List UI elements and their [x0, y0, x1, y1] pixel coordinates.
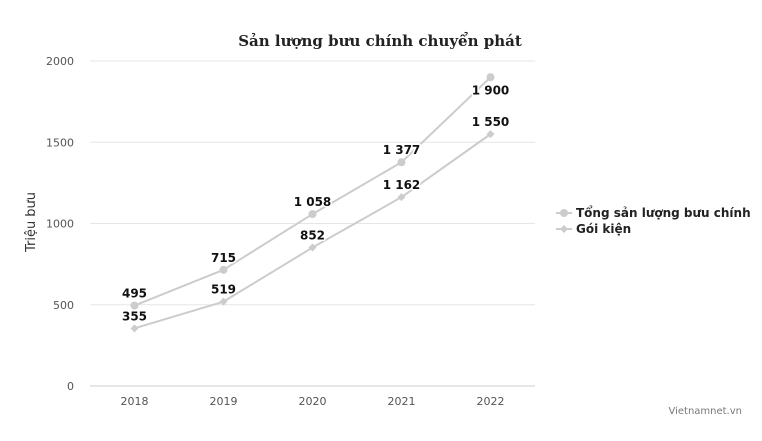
x-tick-label: 2021 [388, 395, 416, 408]
x-tick-label: 2022 [477, 395, 505, 408]
y-tick-label: 500 [53, 299, 74, 312]
legend-item-parcels[interactable]: Gói kiện [556, 222, 631, 236]
data-point[interactable] [486, 73, 495, 82]
y-tick-label: 1000 [46, 218, 74, 231]
data-point[interactable] [130, 324, 139, 333]
chart-title: Sản lượng bưu chính chuyển phát [238, 32, 522, 50]
data-labels: 495 715 1 058 1 377 1 900 355 519 852 1 162 1 550 [120, 82, 510, 325]
data-label: 852 [300, 229, 325, 243]
data-label: 1 900 [472, 83, 510, 97]
y-axis-label: Triệu bưu [24, 192, 39, 253]
legend-label-total: Tổng sản lượng bưu chính [576, 205, 751, 220]
y-tick-label: 1500 [46, 136, 74, 149]
data-label: 1 550 [472, 115, 510, 129]
series-line-1 [134, 76, 492, 307]
data-point[interactable] [397, 158, 406, 167]
x-tick-label: 2020 [299, 395, 327, 408]
data-point[interactable] [308, 243, 317, 252]
x-axis-ticks: 2018 2019 2020 2021 2022 [121, 395, 505, 408]
data-point[interactable] [219, 265, 228, 274]
data-label: 1 377 [383, 143, 421, 157]
data-label: 495 [122, 287, 147, 301]
data-point[interactable] [130, 301, 139, 310]
y-axis-ticks: 0 500 1000 1500 2000 [46, 55, 74, 393]
y-tick-label: 2000 [46, 55, 74, 68]
data-label: 1 058 [294, 195, 332, 209]
x-tick-label: 2018 [121, 395, 149, 408]
legend-marker-diamond-icon [560, 225, 568, 233]
source-credit: Vietnamnet.vn [668, 406, 742, 417]
data-label: 715 [211, 251, 236, 265]
data-label: 519 [211, 283, 236, 297]
x-tick-label: 2019 [210, 395, 238, 408]
data-label: 355 [122, 309, 147, 323]
data-point[interactable] [308, 210, 317, 219]
series-group [130, 73, 495, 333]
y-tick-label: 0 [67, 380, 74, 393]
data-label: 1 162 [383, 178, 421, 192]
data-point[interactable] [219, 297, 228, 306]
data-point[interactable] [397, 193, 406, 202]
legend-marker-circle-icon [560, 209, 568, 217]
legend: Tổng sản lượng bưu chính Gói kiện [556, 205, 751, 236]
legend-label-parcels: Gói kiện [576, 222, 631, 236]
gridlines [90, 60, 535, 387]
legend-item-total[interactable]: Tổng sản lượng bưu chính [556, 205, 751, 220]
data-point[interactable] [486, 130, 495, 139]
